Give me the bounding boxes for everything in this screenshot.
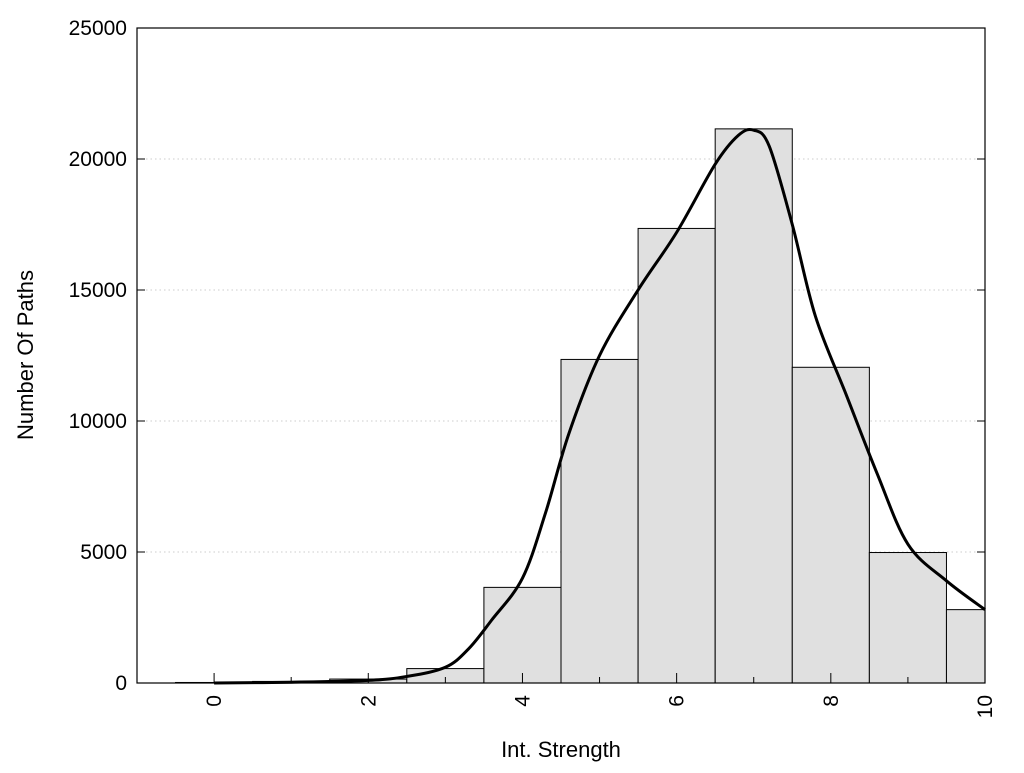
y-tick-label: 5000 xyxy=(80,541,127,564)
y-axis-title: Number Of Paths xyxy=(13,270,38,440)
y-tick-label: 10000 xyxy=(69,410,127,433)
y-tick-label: 15000 xyxy=(69,279,127,302)
histogram-bar xyxy=(945,609,986,684)
histogram-bar xyxy=(560,358,639,684)
bars xyxy=(175,128,986,684)
x-tick-label: 4 xyxy=(511,695,534,707)
x-axis-title: Int. Strength xyxy=(501,737,621,762)
y-axis-ticks: 0 5000 10000 15000 20000 25000 xyxy=(69,17,985,695)
x-axis-ticks: 0 2 4 6 8 10 xyxy=(203,673,997,718)
x-tick-label: 8 xyxy=(820,695,843,707)
histogram-bar xyxy=(714,128,793,684)
density-curve xyxy=(214,127,986,685)
histogram-bar xyxy=(791,366,870,684)
x-tick-label: 10 xyxy=(974,695,997,718)
x-tick-label: 0 xyxy=(203,695,226,707)
y-tick-label: 25000 xyxy=(69,17,127,40)
histogram-bar xyxy=(637,227,716,684)
histogram-bar xyxy=(483,586,562,684)
y-tick-label: 20000 xyxy=(69,148,127,171)
plot-frame xyxy=(136,27,986,684)
x-tick-label: 2 xyxy=(357,695,380,707)
x-tick-label: 6 xyxy=(666,695,689,707)
y-tick-label: 0 xyxy=(115,672,127,695)
density-curve-layer xyxy=(214,127,986,685)
